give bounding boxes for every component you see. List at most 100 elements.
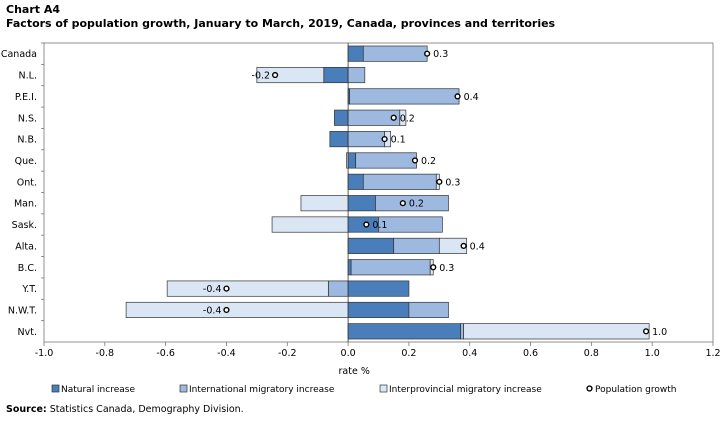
bar-international: [355, 152, 417, 169]
growth-label: 1.0: [652, 327, 667, 338]
growth-label: -0.2: [252, 71, 271, 82]
growth-label: 0.4: [464, 92, 479, 103]
bar-international: [350, 259, 431, 276]
bar-natural: [347, 259, 352, 276]
category-label: Man.: [14, 199, 37, 210]
x-tick-label: 0.2: [401, 348, 416, 359]
growth-label: -0.4: [203, 305, 222, 316]
chart-title: Factors of population growth, January to…: [6, 17, 556, 30]
bar-international: [347, 66, 366, 84]
x-tick-label: -1.0: [35, 348, 54, 359]
source-note: Source: Statistics Canada, Demography Di…: [6, 404, 244, 415]
bar-natural: [347, 152, 357, 169]
growth-marker: [399, 200, 406, 207]
growth-marker: [642, 328, 650, 335]
x-tick-label: -0.4: [217, 348, 236, 359]
bar-interprovincial: [166, 280, 329, 297]
growth-label: 0.2: [400, 113, 415, 124]
legend-swatch-international: [179, 384, 188, 393]
x-tick-label: 0.6: [523, 348, 538, 359]
category-label: N.S.: [18, 113, 37, 124]
category-label: Ont.: [17, 177, 37, 188]
growth-marker: [430, 264, 437, 271]
bar-natural: [334, 109, 349, 126]
growth-marker: [223, 306, 230, 314]
growth-label: 0.4: [470, 241, 485, 252]
growth-label: 0.3: [439, 263, 454, 274]
chart-plot: Canada 0.3 N.L. -0.2 P.E.I. 0.4 N.S. 0.2 N.B. 0.1…: [1, 42, 721, 395]
growth-marker: [454, 93, 461, 100]
bar-international: [349, 88, 460, 105]
bar-natural: [347, 45, 364, 62]
bar-international: [408, 301, 449, 319]
legend-swatch-natural: [51, 384, 60, 393]
source-text: Statistics Canada, Demography Division.: [49, 404, 244, 415]
x-tick-label: 0.0: [341, 348, 356, 359]
legend-label: Natural increase: [61, 385, 135, 395]
growth-label: 0.1: [372, 220, 387, 231]
growth-marker: [436, 178, 443, 185]
growth-label: 0.3: [433, 49, 448, 60]
bar-international: [362, 45, 428, 62]
growth-marker: [460, 242, 467, 249]
bar-natural: [323, 66, 349, 84]
category-label: B.C.: [18, 263, 37, 274]
growth-marker: [272, 71, 279, 79]
bar-international: [393, 237, 440, 254]
category-label: N.B.: [17, 135, 37, 146]
bar-interprovincial: [463, 323, 650, 340]
bar-natural: [347, 173, 364, 190]
bar-natural: [347, 323, 461, 340]
category-label: N.L.: [19, 71, 37, 82]
legend-label: International migratory increase: [189, 385, 335, 395]
category-label: N.W.T.: [8, 305, 37, 316]
category-label: Que.: [15, 156, 37, 167]
x-tick-label: -0.2: [278, 348, 297, 359]
category-label: Nvt.: [18, 327, 37, 338]
bar-interprovincial: [271, 216, 349, 233]
growth-label: 0.2: [409, 199, 424, 210]
growth-marker: [381, 136, 388, 143]
bar-natural: [329, 131, 349, 148]
growth-marker: [411, 157, 419, 164]
bar-interprovincial: [399, 109, 407, 126]
growth-marker: [390, 114, 397, 121]
bar-international: [460, 323, 464, 340]
bar-interprovincial: [125, 301, 349, 319]
bar-international: [327, 280, 349, 297]
chart-label: Chart A4: [6, 3, 61, 16]
legend-label: Population growth: [595, 385, 676, 395]
x-tick-label: 0.8: [584, 348, 599, 359]
x-tick-label: 0.4: [462, 348, 477, 359]
category-label: Canada: [1, 49, 37, 60]
bar-interprovincial: [300, 195, 349, 212]
bar-international: [375, 195, 449, 212]
growth-label: 0.1: [391, 135, 406, 146]
growth-marker: [363, 221, 370, 228]
growth-label: 0.2: [421, 156, 436, 167]
bar-natural: [347, 280, 410, 297]
x-tick-label: 1.0: [645, 348, 660, 359]
category-label: Sask.: [12, 220, 37, 231]
bar-interprovincial: [256, 66, 325, 84]
x-tick-label: -0.6: [156, 348, 175, 359]
x-tick-label: -0.8: [96, 348, 115, 359]
bar-natural: [347, 237, 395, 254]
growth-label: -0.4: [203, 284, 222, 295]
growth-label: 0.3: [445, 177, 460, 188]
growth-marker: [424, 50, 431, 57]
category-label: Alta.: [15, 241, 37, 252]
growth-marker: [223, 285, 230, 292]
source-prefix: Source:: [6, 404, 47, 415]
bar-international: [378, 216, 443, 233]
bar-international: [347, 131, 385, 148]
legend-swatch-growth: [586, 385, 593, 392]
bar-international: [362, 173, 437, 190]
bar-natural: [347, 301, 410, 319]
x-tick-label: 1.2: [705, 348, 720, 359]
plot-frame: [43, 42, 714, 343]
category-label: Y.T.: [21, 284, 37, 295]
legend-swatch-interprovincial: [379, 384, 388, 393]
bar-natural: [347, 195, 376, 212]
category-label: P.E.I.: [15, 92, 37, 103]
